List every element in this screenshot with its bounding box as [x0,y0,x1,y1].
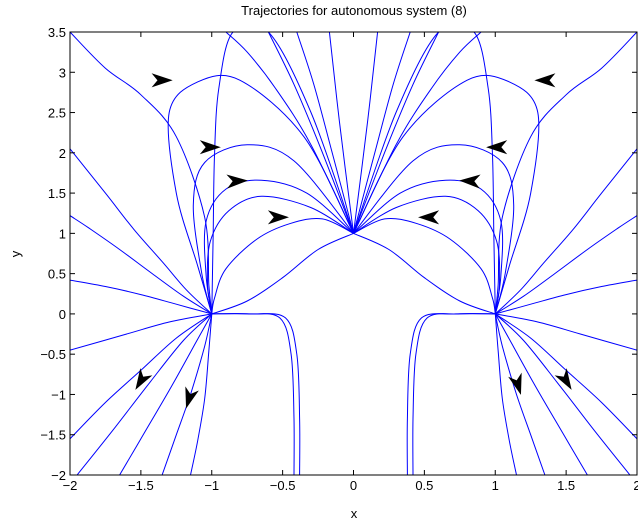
x-tick-label: 1 [492,478,499,493]
direction-arrow-11 [508,372,522,395]
trajectory-4 [70,32,213,314]
trajectory-43 [494,313,546,475]
direction-arrow-6 [486,140,508,155]
trajectory-32 [353,195,501,314]
y-tick-label: 0.5 [48,267,66,282]
x-axis-label: x [351,506,358,521]
trajectory-44 [494,313,517,475]
trajectory-2 [70,215,213,315]
y-tick-label: 2.5 [48,106,66,121]
trajectory-36 [353,32,440,234]
trajectory-7 [192,144,354,315]
trajectory-1 [70,148,213,315]
y-tick-label: 1.5 [48,186,66,201]
direction-arrows [135,73,572,409]
trajectory-38 [353,32,379,234]
trajectory-31 [353,179,504,314]
trajectory-5 [211,32,354,314]
trajectory-19 [119,313,213,475]
trajectory-9 [206,195,354,314]
x-tick-label: −1.5 [128,478,154,493]
direction-arrow-7 [459,174,481,189]
chart-title: Trajectories for autonomous system (8) [241,3,467,18]
trajectory-18 [76,313,213,475]
trajectory-33 [353,217,496,314]
axis-ticks: −2 −1.5 −1 −0.5 0 0.5 1 1.5 2 −2 −1.5 −1 −0.5 0 0.5 1 1.… [40,25,638,493]
y-tick-label: 0 [59,307,66,322]
direction-arrow-4 [267,210,289,225]
y-tick-label: −2 [51,468,66,483]
trajectory-28 [353,32,496,314]
y-tick-label: −0.5 [40,347,66,362]
y-tick-label: 1 [59,226,66,241]
trajectory-14 [296,32,354,234]
x-tick-label: 1.5 [557,478,575,493]
y-tick-label: −1 [51,387,66,402]
trajectory-34 [353,232,496,315]
x-tick-label: −2 [63,478,78,493]
direction-arrow-5 [534,73,556,88]
trajectory-10 [211,217,354,314]
y-tick-label: 2 [59,146,66,161]
x-tick-label: 0.5 [415,478,433,493]
trajectory-27 [494,32,637,314]
y-tick-label: 3.5 [48,25,66,40]
direction-arrow-3 [226,174,248,189]
trajectory-42 [494,313,588,475]
trajectory-30 [353,144,515,315]
trajectory-3 [70,279,212,315]
y-tick-label: −1.5 [40,428,66,443]
trajectory-35 [353,32,482,234]
trajectory-21 [190,313,213,475]
y-tick-label: 3 [59,65,66,80]
trajectory-6 [167,74,354,315]
direction-arrow-10 [185,386,199,409]
trajectory-39 [495,313,637,351]
trajectory-26 [495,279,637,315]
direction-arrow-9 [135,368,153,390]
direction-arrow-8 [418,210,440,225]
trajectory-13 [267,32,354,234]
x-tick-label: 0 [350,478,357,493]
trajectory-12 [225,32,354,234]
trajectories [70,32,637,475]
x-tick-label: 2 [633,478,638,493]
trajectory-24 [494,148,637,315]
direction-arrow-1 [151,73,173,88]
x-tick-label: −0.5 [270,478,296,493]
y-axis-label: y [8,250,23,257]
x-tick-label: −1 [204,478,219,493]
direction-arrow-12 [554,368,572,390]
trajectory-29 [353,74,540,315]
trajectory-25 [495,215,637,315]
trajectory-15 [328,32,354,234]
trajectory-16 [70,313,212,351]
trajectory-23 [211,313,301,475]
trajectory-46 [406,313,496,475]
direction-arrow-2 [199,140,221,155]
trajectory-8 [203,179,354,314]
trajectory-11 [211,232,354,315]
trajectory-37 [353,32,411,234]
trajectory-41 [494,313,631,475]
